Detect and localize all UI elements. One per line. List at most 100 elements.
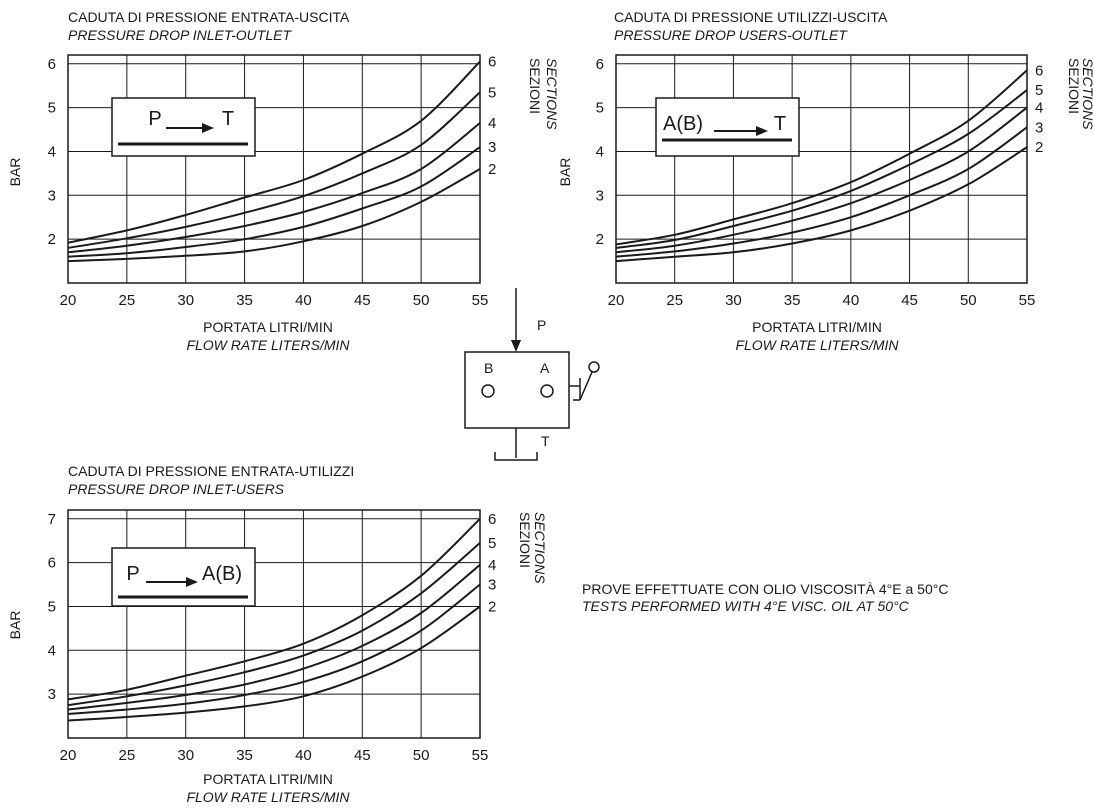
- test-note: PROVE EFFETTUATE CON OLIO VISCOSITÀ 4°E …: [582, 581, 948, 597]
- x-tick-label: 55: [1019, 292, 1036, 309]
- series-label-6: 6: [488, 54, 496, 71]
- y-tick-label: 2: [596, 231, 604, 248]
- y-axis-label: BAR: [7, 158, 23, 187]
- series-label-5: 5: [488, 84, 496, 101]
- series-label-3: 3: [488, 577, 496, 594]
- port-p-label: P: [537, 317, 546, 333]
- x-axis-label-en: FLOW RATE LITERS/MIN: [186, 337, 350, 353]
- sections-label: SEZIONI: [527, 58, 543, 114]
- plot-frame: [67, 54, 481, 284]
- series-line-5: [67, 542, 481, 707]
- x-tick-label: 20: [608, 292, 625, 309]
- x-tick-label: 30: [177, 292, 194, 309]
- plot-frame: [67, 509, 481, 739]
- series-line-5: [67, 91, 481, 249]
- series-label-2: 2: [488, 598, 496, 615]
- port-b-label: B: [484, 360, 493, 376]
- y-tick-label: 5: [596, 100, 604, 117]
- y-tick-label: 4: [596, 143, 604, 160]
- port-a-label: A: [540, 360, 550, 376]
- x-tick-label: 30: [725, 292, 742, 309]
- x-tick-label: 45: [354, 292, 371, 309]
- chart-subtitle: PRESSURE DROP USERS-OUTLET: [614, 27, 848, 43]
- x-tick-label: 55: [472, 747, 489, 764]
- lever-knob-icon: [588, 361, 600, 373]
- y-axis-label: BAR: [7, 611, 23, 640]
- y-tick-label: 3: [48, 686, 56, 703]
- y-tick-label: 3: [48, 187, 56, 204]
- x-tick-label: 30: [177, 747, 194, 764]
- y-tick-label: 7: [48, 511, 56, 528]
- series-label-6: 6: [1035, 62, 1043, 79]
- series-label-6: 6: [488, 511, 496, 528]
- y-axis-label: BAR: [557, 158, 573, 187]
- series-label-2: 2: [488, 161, 496, 178]
- x-tick-label: 35: [236, 747, 253, 764]
- port-a-circle-icon: [540, 384, 554, 398]
- box-to-label: A(B): [202, 563, 242, 585]
- x-tick-label: 20: [60, 747, 77, 764]
- series-label-3: 3: [1035, 119, 1043, 136]
- x-tick-label: 50: [413, 292, 430, 309]
- x-tick-label: 55: [472, 292, 489, 309]
- y-tick-label: 3: [596, 187, 604, 204]
- box-to-label: T: [222, 108, 234, 130]
- series-line-3: [615, 126, 1028, 258]
- box-from-label: P: [126, 563, 139, 585]
- y-tick-label: 4: [48, 143, 56, 160]
- x-tick-label: 35: [784, 292, 801, 309]
- chart-subtitle: PRESSURE DROP INLET-OUTLET: [68, 27, 292, 43]
- x-axis-label: PORTATA LITRI/MIN: [752, 319, 882, 335]
- series-line-2: [67, 168, 481, 263]
- box-to-label: T: [774, 113, 786, 135]
- x-tick-label: 40: [843, 292, 860, 309]
- flow-direction-box: A(B) T: [655, 97, 800, 157]
- series-line-4: [67, 564, 481, 711]
- arrow-head-icon: [756, 126, 768, 136]
- y-tick-label: 5: [48, 598, 56, 615]
- y-tick-label: 4: [48, 642, 56, 659]
- port-t-label: T: [541, 433, 550, 449]
- sections-label: SEZIONI: [1066, 58, 1082, 114]
- y-tick-label: 6: [596, 56, 604, 73]
- series-line-6: [67, 60, 481, 244]
- series-label-5: 5: [488, 535, 496, 552]
- flow-direction-box: P T: [111, 97, 256, 157]
- chart-subtitle: PRESSURE DROP INLET-USERS: [68, 481, 285, 497]
- series-label-4: 4: [1035, 100, 1043, 117]
- arrow-head-icon: [186, 577, 198, 587]
- x-axis-label: PORTATA LITRI/MIN: [203, 319, 333, 335]
- series-line-3: [67, 583, 481, 715]
- inlet-arrow-icon: [511, 340, 521, 352]
- x-tick-label: 25: [119, 292, 136, 309]
- arrow-head-icon: [202, 123, 214, 133]
- series-line-6: [615, 69, 1028, 246]
- plot-frame: [615, 54, 1028, 284]
- legend-box: [655, 97, 800, 157]
- tank-symbol-icon: [494, 452, 538, 461]
- flow-direction-box: P A(B): [111, 547, 256, 607]
- valve-schematic: P B A T: [464, 288, 600, 461]
- x-tick-label: 25: [119, 747, 136, 764]
- series-line-3: [67, 146, 481, 258]
- y-tick-label: 6: [48, 56, 56, 73]
- box-from-label: A(B): [663, 113, 703, 135]
- test-note-en: TESTS PERFORMED WITH 4°E VISC. OIL AT 50…: [582, 598, 910, 614]
- series-line-5: [615, 89, 1028, 249]
- sections-label-en: SECTIONS: [544, 58, 560, 130]
- x-tick-label: 20: [60, 292, 77, 309]
- series-label-4: 4: [488, 115, 496, 132]
- x-tick-label: 40: [295, 292, 312, 309]
- sections-label-en: SECTIONS: [1080, 58, 1094, 130]
- x-axis-label-en: FLOW RATE LITERS/MIN: [735, 337, 899, 353]
- box-from-label: P: [148, 108, 161, 130]
- series-label-4: 4: [488, 557, 496, 574]
- sections-label-en: SECTIONS: [532, 512, 548, 584]
- x-tick-label: 45: [901, 292, 918, 309]
